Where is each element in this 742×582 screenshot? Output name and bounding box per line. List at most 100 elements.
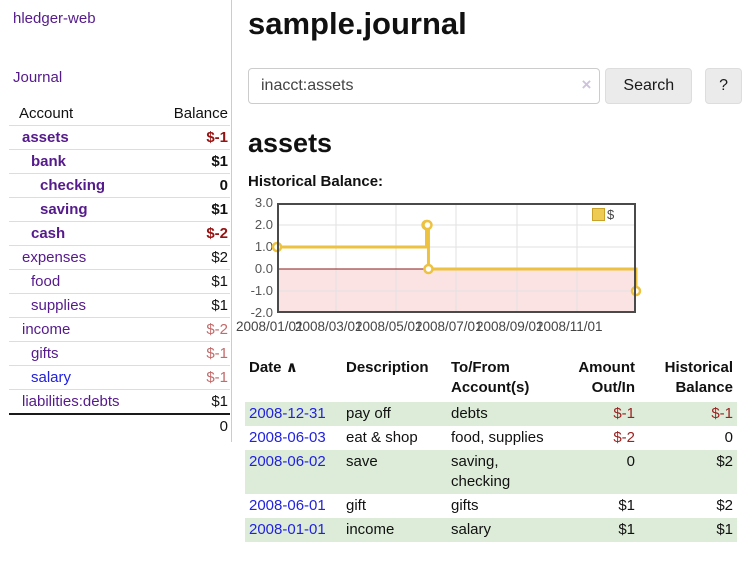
register-date-link[interactable]: 2008-06-01: [249, 497, 326, 514]
account-balance: 0: [147, 173, 230, 198]
register-accounts: salary: [451, 521, 492, 538]
register-date-link[interactable]: 2008-12-31: [249, 405, 326, 422]
register-amount: $1: [618, 497, 635, 514]
register-balance: 0: [724, 429, 733, 446]
chart-legend: $: [592, 207, 614, 222]
sidebar-account-link-expenses[interactable]: expenses: [22, 249, 87, 266]
register-header-balance: Historical Balance: [664, 359, 733, 396]
sidebar-account-link-assets[interactable]: assets: [22, 129, 69, 146]
sort-ascending-icon: ∧: [285, 359, 298, 376]
register-row: 2008-06-02 save saving, checking 0 $2: [245, 450, 737, 494]
y-axis-tick-label: -2.0: [250, 305, 273, 320]
register-header-description: Description: [346, 359, 429, 376]
register-date-link[interactable]: 2008-06-02: [249, 453, 326, 470]
search-input[interactable]: [248, 68, 601, 104]
account-balance: $-2: [147, 317, 230, 342]
x-axis-tick-label: 2008/05/01: [355, 319, 423, 334]
register-date-link[interactable]: 2008-06-03: [249, 429, 326, 446]
register-balance: $1: [716, 521, 733, 538]
account-balance: $1: [147, 197, 230, 222]
register-row: 2008-06-03 eat & shop food, supplies $-2 0: [245, 426, 737, 450]
account-row: liabilities:debts $1: [9, 389, 230, 414]
x-axis-tick-label: 2008/09/01: [475, 319, 544, 334]
sidebar-account-link-cash[interactable]: cash: [31, 225, 66, 242]
historical-balance-chart: 3.0 2.0 1.0 0.0 -1.0 -2.0 $ 2008/01/01 2008/03…: [236, 196, 742, 336]
app-brand-link[interactable]: hledger-web: [13, 10, 96, 27]
account-row: cash $-2: [9, 221, 230, 246]
register-row: 2008-06-01 gift gifts $1 $2: [245, 494, 737, 518]
sidebar-account-link-checking[interactable]: checking: [40, 177, 106, 194]
register-row: 2008-12-31 pay off debts $-1 $-1: [245, 402, 737, 426]
sidebar-item-journal[interactable]: Journal: [13, 69, 63, 86]
x-axis-tick-label: 2008/03/01: [295, 319, 363, 334]
accounts-table: Account Balance assets $-1 bank $1 checking 0…: [9, 103, 230, 438]
register-row: 2008-01-01 income salary $1 $1: [245, 518, 737, 542]
y-axis-tick-label: 1.0: [254, 239, 273, 254]
account-row: salary $-1: [9, 365, 230, 390]
x-axis-tick-label: 2008/11/01: [535, 319, 603, 334]
register-header-accounts: To/From Account(s): [451, 359, 530, 396]
legend-label: $: [607, 207, 615, 222]
account-row: saving $1: [9, 197, 230, 222]
account-balance: $2: [147, 245, 230, 270]
sidebar-account-link-income[interactable]: income: [22, 321, 71, 338]
register-accounts: debts: [451, 405, 488, 422]
account-balance: $-1: [147, 341, 230, 366]
register-accounts: saving, checking: [451, 453, 511, 490]
account-balance: $-1: [147, 125, 230, 150]
sidebar-account-link-saving[interactable]: saving: [40, 201, 88, 218]
account-row: checking 0: [9, 173, 230, 198]
register-header-row: Date ∧ Description To/From Account(s) Am…: [245, 356, 737, 402]
y-axis-tick-label: 0.0: [254, 261, 273, 276]
account-row: supplies $1: [9, 293, 230, 318]
register-header-date[interactable]: Date ∧: [249, 359, 298, 376]
account-row: gifts $-1: [9, 341, 230, 366]
register-date-link[interactable]: 2008-01-01: [249, 521, 326, 538]
page-title: sample.journal: [248, 6, 467, 41]
sidebar-account-link-supplies[interactable]: supplies: [31, 297, 87, 314]
x-axis-tick-label: 2008/07/01: [415, 319, 483, 334]
chart-title: Historical Balance:: [248, 173, 384, 190]
accounts-total-value: 0: [9, 412, 230, 438]
register-header-amount: Amount Out/In: [578, 359, 635, 396]
x-axis-tick-label: 2008/01/01: [236, 319, 304, 334]
register-amount: $-2: [613, 429, 635, 446]
account-balance: $1: [147, 269, 230, 294]
register-amount: $-1: [613, 405, 635, 422]
register-description: gift: [346, 497, 367, 514]
accounts-header-balance: Balance: [173, 105, 228, 122]
register-accounts: gifts: [451, 497, 479, 514]
account-row: income $-2: [9, 317, 230, 342]
sidebar-account-link-gifts[interactable]: gifts: [31, 345, 59, 362]
register-balance: $2: [716, 497, 733, 514]
legend-swatch-icon: [592, 208, 605, 221]
accounts-total-row: 0: [9, 412, 230, 438]
search-form: × Search ?: [248, 68, 742, 104]
register-balance: $2: [716, 453, 733, 470]
account-heading: assets: [248, 128, 333, 158]
register-table: Date ∧ Description To/From Account(s) Am…: [245, 356, 737, 542]
register-balance: $-1: [711, 405, 733, 422]
account-balance: $1: [147, 389, 230, 414]
main-content: sample.journal × Search ? assets Histori…: [236, 0, 742, 542]
accounts-header-account: Account: [19, 105, 74, 122]
sidebar-account-link-bank[interactable]: bank: [31, 153, 67, 170]
register-description: pay off: [346, 405, 391, 422]
account-balance: $1: [147, 293, 230, 318]
register-amount: 0: [626, 453, 635, 470]
account-row: bank $1: [9, 149, 230, 174]
register-accounts: food, supplies: [451, 429, 544, 446]
help-button[interactable]: ?: [705, 68, 742, 104]
register-description: eat & shop: [346, 429, 418, 446]
y-axis-tick-label: 2.0: [254, 217, 273, 232]
sidebar-account-link-food[interactable]: food: [31, 273, 61, 290]
register-description: save: [346, 453, 378, 470]
clear-search-icon[interactable]: ×: [581, 75, 592, 94]
account-balance: $-2: [147, 221, 230, 246]
sidebar-account-link-salary[interactable]: salary: [31, 369, 72, 386]
search-button[interactable]: Search: [605, 68, 693, 104]
y-axis-tick-label: -1.0: [250, 283, 273, 298]
account-row: food $1: [9, 269, 230, 294]
account-row: assets $-1: [9, 125, 230, 150]
sidebar-account-link-liabilities-debts[interactable]: liabilities:debts: [22, 392, 120, 410]
